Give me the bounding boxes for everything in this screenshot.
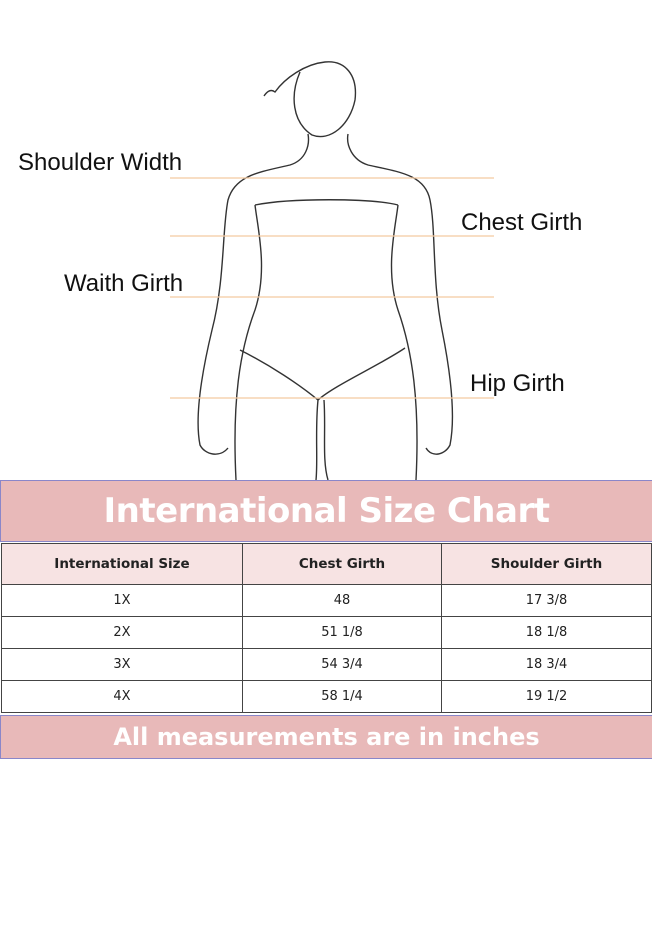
size-cell: 1X: [1, 584, 243, 617]
size-table: International Size Chest Girth Shoulder …: [1, 543, 652, 713]
shoulder-width-label: Shoulder Width: [18, 149, 183, 176]
shoulder-cell: 18 3/4: [441, 648, 652, 681]
measurement-guide-lines: [170, 177, 494, 399]
units-note: All measurements are in inches: [0, 715, 652, 759]
shoulder-cell: 18 1/8: [441, 616, 652, 649]
table-row: 3X 54 3/4 18 3/4: [1, 648, 652, 681]
size-chart-title: International Size Chart: [0, 480, 652, 542]
table-row: 4X 58 1/4 19 1/2: [1, 680, 652, 713]
table-row: 2X 51 1/8 18 1/8: [1, 616, 652, 649]
shoulder-cell: 19 1/2: [441, 680, 652, 713]
table-header-row: International Size Chest Girth Shoulder …: [1, 543, 652, 585]
chest-cell: 54 3/4: [242, 648, 442, 681]
waist-girth-label: Waith Girth: [64, 270, 184, 297]
chest-cell: 48: [242, 584, 442, 617]
size-cell: 3X: [1, 648, 243, 681]
chest-cell: 58 1/4: [242, 680, 442, 713]
size-cell: 2X: [1, 616, 243, 649]
chest-cell: 51 1/8: [242, 616, 442, 649]
size-cell: 4X: [1, 680, 243, 713]
column-header: International Size: [1, 543, 243, 585]
shoulder-cell: 17 3/8: [441, 584, 652, 617]
column-header: Chest Girth: [242, 543, 442, 585]
chest-girth-label: Chest Girth: [461, 209, 583, 236]
hip-girth-label: Hip Girth: [470, 370, 565, 397]
column-header: Shoulder Girth: [441, 543, 652, 585]
body-outline-illustration: [170, 61, 494, 480]
table-row: 1X 48 17 3/8: [1, 584, 652, 617]
